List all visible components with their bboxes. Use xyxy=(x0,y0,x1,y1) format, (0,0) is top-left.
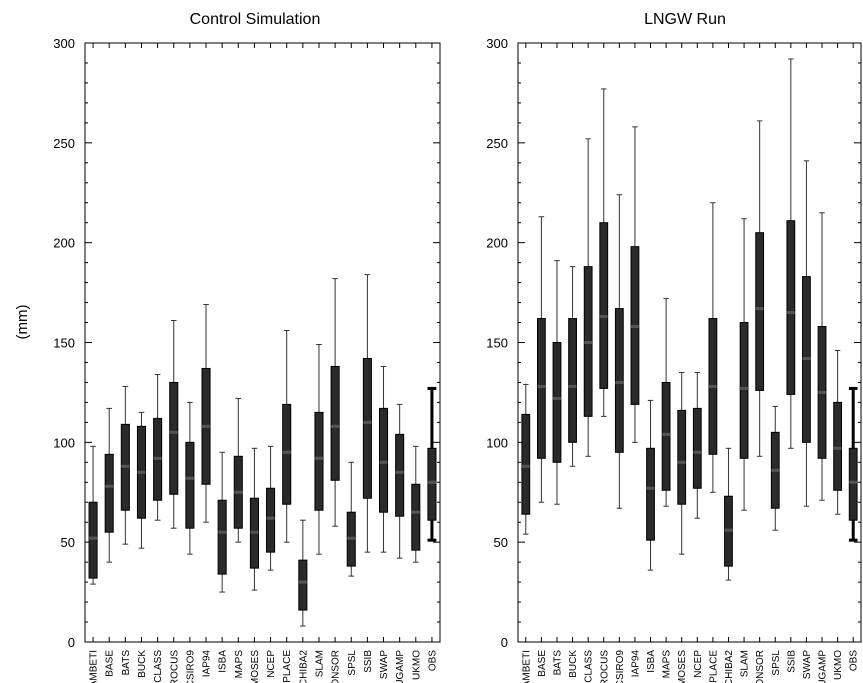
y-axis-label: (mm) xyxy=(14,305,31,340)
y-tick-label: 50 xyxy=(494,535,508,550)
box-body xyxy=(786,220,796,395)
box-body xyxy=(330,365,340,481)
x-tick-label: ISBA xyxy=(646,650,657,673)
x-tick-label: CSIRO9 xyxy=(185,650,196,683)
chart-title: LNGW Run xyxy=(644,11,726,28)
y-tick-label: 150 xyxy=(53,336,75,351)
x-tick-label: BUCK xyxy=(137,650,148,678)
box-body xyxy=(298,559,308,611)
x-tick-label: BASE xyxy=(537,650,548,677)
y-tick-label: 200 xyxy=(486,236,508,251)
x-tick-label: CROCUS xyxy=(169,650,180,683)
box-body xyxy=(692,407,702,489)
y-tick-label: 200 xyxy=(53,236,75,251)
x-tick-label: SSIB xyxy=(363,650,374,673)
x-tick-label: AMBETI xyxy=(521,650,532,683)
x-tick-label: IAP94 xyxy=(630,650,641,678)
x-tick-label: CROCUS xyxy=(599,650,610,683)
y-tick-label: 250 xyxy=(53,136,75,151)
box-body xyxy=(88,501,98,579)
x-tick-label: SPONSOR xyxy=(331,650,342,683)
box-body xyxy=(833,401,843,491)
box-body xyxy=(521,413,531,515)
x-tick-label: SECHIBA2 xyxy=(298,650,309,683)
y-tick-label: 300 xyxy=(486,36,508,51)
x-tick-label: MAPS xyxy=(234,650,245,679)
box-body xyxy=(104,453,114,533)
x-tick-label: SPSL xyxy=(771,650,782,676)
box-body xyxy=(848,447,858,521)
y-tick-label: 100 xyxy=(486,435,508,450)
x-tick-label: SWAP xyxy=(802,650,813,679)
box-body xyxy=(217,499,227,575)
x-tick-label: PLACE xyxy=(708,650,719,683)
box-body xyxy=(599,222,609,389)
y-tick-label: 100 xyxy=(53,435,75,450)
box-body xyxy=(427,447,437,521)
x-tick-label: MOSES xyxy=(677,650,688,683)
x-tick-label: UGAMP xyxy=(395,650,406,683)
box-body xyxy=(169,381,179,495)
box-body xyxy=(661,381,671,491)
x-tick-label: NCEP xyxy=(266,650,277,678)
y-tick-label: 150 xyxy=(486,336,508,351)
x-tick-label: NCEP xyxy=(693,650,704,678)
panel-lngw-run: LNGW Run 0 50 100 150 200 250 300 AMBETI BASE BATS… xyxy=(486,11,862,683)
box-body xyxy=(378,407,389,513)
x-tick-label: AMBETI xyxy=(89,650,100,683)
box-body xyxy=(536,318,546,459)
box-body xyxy=(185,441,195,529)
x-tick-label: BATS xyxy=(552,650,563,676)
x-tick-label: PLACE xyxy=(282,650,293,683)
x-tick-label: BASE xyxy=(105,650,116,677)
box-body xyxy=(739,322,749,459)
y-tick-label: 0 xyxy=(68,635,75,650)
x-tick-label: IAP94 xyxy=(202,650,213,678)
x-tick-label: OBS xyxy=(427,650,438,671)
x-tick-label: BATS xyxy=(121,650,132,676)
y-tick-label: 300 xyxy=(53,36,75,51)
panel-control-simulation: Control Simulation 0 50 100 150 200 250 300 AMBE… xyxy=(53,11,441,683)
box-body xyxy=(646,447,655,541)
x-tick-label: MAPS xyxy=(662,650,673,679)
x-tick-label: BUCK xyxy=(568,650,579,678)
box-body xyxy=(552,342,562,463)
box-body xyxy=(395,433,405,517)
x-tick-label: UGAMP xyxy=(818,650,829,683)
x-tick-label: SSIB xyxy=(786,650,797,673)
x-tick-label: OBS xyxy=(849,650,860,671)
box-body xyxy=(266,487,276,553)
box-body xyxy=(411,483,421,551)
x-tick-label: CSIRO9 xyxy=(615,650,626,683)
box-body xyxy=(755,232,765,391)
x-tick-label: ISBA xyxy=(218,650,229,673)
box-body xyxy=(282,403,292,505)
y-tick-label: 250 xyxy=(486,136,508,151)
x-tick-label: MOSES xyxy=(250,650,261,683)
x-tick-label: CLASS xyxy=(584,650,595,683)
box-body xyxy=(677,409,687,505)
y-tick-label: 0 xyxy=(501,635,508,650)
box-body xyxy=(362,357,372,499)
plot-frame xyxy=(84,42,441,643)
y-tick-label: 50 xyxy=(61,535,75,550)
chart-title: Control Simulation xyxy=(190,11,321,28)
x-tick-label: UKMO xyxy=(411,650,422,680)
x-tick-label: SPONSOR xyxy=(755,650,766,683)
x-tick-label: UKMO xyxy=(833,650,844,680)
box-body xyxy=(614,308,624,453)
x-tick-label: CLASS xyxy=(153,650,164,683)
box-body xyxy=(568,318,577,443)
box-body xyxy=(314,411,324,511)
x-tick-label: SPSL xyxy=(347,650,358,676)
x-tick-label: SLAM xyxy=(740,650,751,677)
x-tick-label: SWAP xyxy=(379,650,390,679)
x-tick-label: SECHIBA2 xyxy=(724,650,735,683)
x-tick-label: SLAM xyxy=(314,650,325,677)
